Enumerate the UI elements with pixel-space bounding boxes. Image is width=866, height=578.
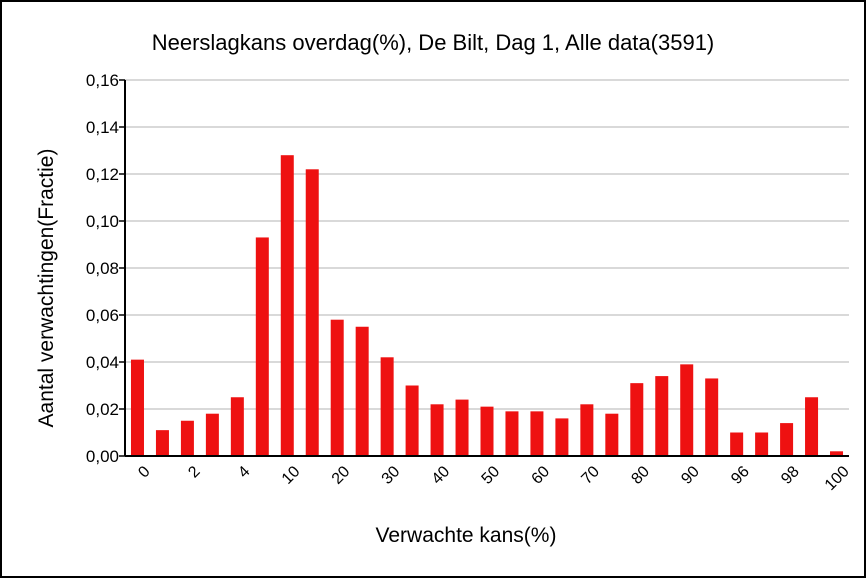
bar bbox=[780, 423, 794, 456]
x-tick-label: 90 bbox=[678, 463, 703, 488]
bar bbox=[180, 420, 194, 456]
bar bbox=[230, 397, 244, 456]
x-tick-label: 0 bbox=[135, 463, 153, 481]
bar bbox=[680, 364, 694, 456]
bar bbox=[505, 411, 519, 456]
x-tick-label: 70 bbox=[578, 463, 603, 488]
y-tick-label: 0,00 bbox=[86, 447, 119, 466]
axes bbox=[119, 79, 849, 457]
bar bbox=[830, 451, 844, 456]
y-tick-label: 0,08 bbox=[86, 259, 119, 278]
bar bbox=[205, 413, 219, 456]
chart-title: Neerslagkans overdag(%), De Bilt, Dag 1,… bbox=[152, 30, 715, 55]
y-tick-label: 0,06 bbox=[86, 306, 119, 325]
y-tick-label: 0,04 bbox=[86, 353, 119, 372]
x-tick-label: 98 bbox=[778, 463, 803, 488]
x-tick-label: 30 bbox=[379, 463, 404, 488]
bars bbox=[130, 155, 844, 457]
y-tick-label: 0,02 bbox=[86, 400, 119, 419]
x-tick-label: 4 bbox=[235, 463, 253, 481]
bar bbox=[555, 418, 569, 456]
x-tick-label: 96 bbox=[728, 463, 753, 488]
bar bbox=[705, 378, 719, 456]
x-axis-label: Verwachte kans(%) bbox=[376, 524, 557, 547]
bar bbox=[430, 404, 444, 456]
bar bbox=[455, 399, 469, 456]
x-tick-label: 100 bbox=[822, 463, 853, 494]
x-tick-label: 80 bbox=[628, 463, 653, 488]
x-tick-labels: 0 2 4 10 20 30 40 50 60 70 80 90 96 98 100 bbox=[135, 463, 852, 494]
bar bbox=[305, 169, 319, 457]
x-tick-label: 60 bbox=[529, 463, 554, 488]
x-tick-label: 10 bbox=[279, 463, 304, 488]
gridlines bbox=[125, 79, 849, 410]
x-tick-label: 20 bbox=[329, 463, 354, 488]
bar bbox=[805, 397, 819, 456]
x-tick-label: 50 bbox=[479, 463, 504, 488]
bar bbox=[730, 432, 744, 456]
bar bbox=[280, 155, 294, 456]
bar bbox=[330, 319, 344, 456]
y-tick-label: 0,16 bbox=[86, 71, 119, 90]
bar bbox=[580, 404, 594, 456]
bar bbox=[155, 430, 169, 456]
bar bbox=[380, 357, 394, 456]
bar bbox=[755, 432, 769, 456]
bar bbox=[130, 359, 144, 456]
bar bbox=[630, 383, 644, 456]
bar bbox=[605, 413, 619, 456]
bar bbox=[530, 411, 544, 456]
y-tick-labels: 0,00 0,02 0,04 0,06 0,08 0,10 0,12 0,14 0,16 bbox=[86, 71, 119, 466]
bar bbox=[255, 237, 269, 456]
y-tick-label: 0,14 bbox=[86, 118, 119, 137]
bar bbox=[355, 326, 369, 456]
y-tick-label: 0,10 bbox=[86, 212, 119, 231]
y-tick-label: 0,12 bbox=[86, 165, 119, 184]
bar bbox=[405, 385, 419, 456]
y-axis-label: Aantal verwachtingen(Fractie) bbox=[35, 149, 58, 428]
bar bbox=[655, 376, 669, 456]
x-tick-label: 2 bbox=[185, 463, 203, 481]
bar bbox=[480, 406, 494, 456]
x-tick-label: 40 bbox=[429, 463, 454, 488]
